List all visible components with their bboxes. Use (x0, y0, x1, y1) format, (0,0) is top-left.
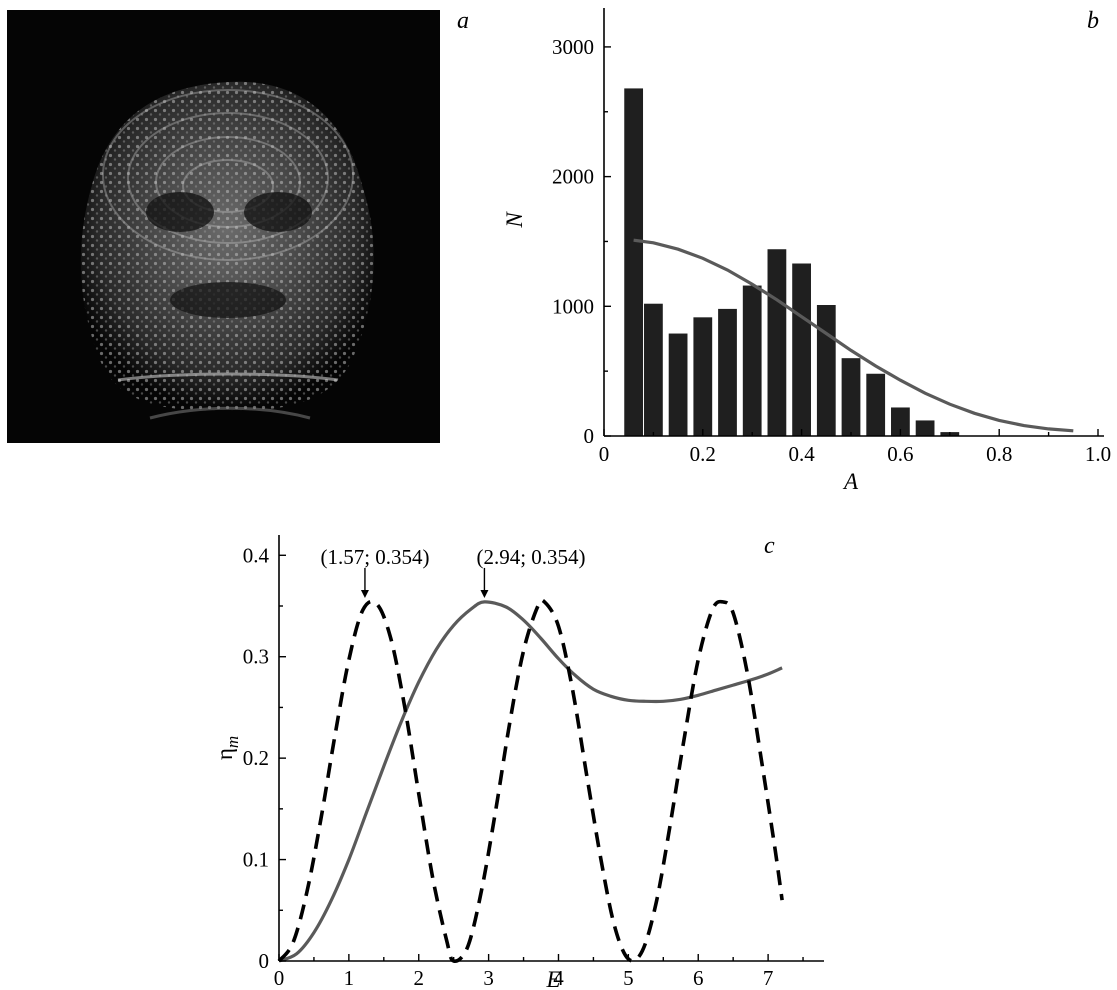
efficiency-y-tick-label: 0 (259, 949, 270, 973)
histogram-bar (866, 373, 886, 436)
peak-arrow-head (360, 589, 369, 598)
efficiency-curve-dashed (277, 598, 784, 963)
panel-c-efficiency-plot: 0 1 2 3 4 5 6 7 0 0.1 0.2 0.3 0.4 (1.57; 0.354) (2.94… (212, 533, 824, 990)
efficiency-curve-solid (278, 600, 783, 963)
panel-letter-c: c (764, 533, 775, 559)
peak-arrow-head (480, 589, 489, 598)
panel-letter-a: a (457, 8, 469, 34)
efficiency-x-tick-label: 4 (553, 966, 564, 990)
efficiency-x-tick-label: 7 (763, 966, 774, 990)
efficiency-y-tick-label: 0.2 (243, 746, 269, 770)
histogram-bar (767, 249, 787, 436)
histogram-y-tick-label: 0 (584, 424, 595, 448)
eta-subscript: m (223, 736, 242, 748)
efficiency-ticks: 0 1 2 3 4 5 6 7 0 0.1 0.2 0.3 0.4 (243, 543, 804, 990)
panel-a: a (7, 8, 469, 443)
histogram-x-tick-label: 0 (599, 442, 610, 466)
efficiency-x-tick-label: 0 (274, 966, 285, 990)
panel-b-histogram: 0 0.2 0.4 0.6 0.8 1.0 0 1000 2000 3000 A N b (502, 8, 1111, 494)
histogram-bar (668, 333, 688, 436)
histogram-bar (915, 420, 935, 436)
efficiency-y-axis-title: ηm (212, 736, 242, 760)
efficiency-x-tick-label: 2 (413, 966, 424, 990)
efficiency-y-tick-label: 0.3 (243, 645, 269, 669)
efficiency-axes (278, 535, 824, 962)
efficiency-y-tick-label: 0.1 (243, 848, 269, 872)
histogram-x-axis-title: A (842, 469, 859, 494)
histogram-bar (693, 317, 713, 436)
head-reconstruction-image (80, 81, 374, 420)
efficiency-x-tick-label: 6 (693, 966, 704, 990)
efficiency-x-axis-title: E (545, 967, 560, 990)
histogram-x-tick-label: 0.2 (690, 442, 716, 466)
histogram-bar (792, 263, 811, 436)
histogram-x-tick-label: 0.8 (986, 442, 1012, 466)
histogram-x-tick-label: 0.4 (788, 442, 815, 466)
histogram-y-tick-label: 2000 (552, 165, 594, 189)
eta-symbol: η (212, 748, 237, 760)
peak-annotation-label: (1.57; 0.354) (320, 545, 429, 569)
histogram-bar (742, 285, 762, 436)
histogram-bar (624, 88, 644, 437)
efficiency-peak-annotations: (1.57; 0.354) (2.94; 0.354) (320, 545, 586, 598)
histogram-y-axis-title: N (502, 211, 527, 229)
histogram-bar (644, 303, 663, 436)
efficiency-x-tick-label: 5 (623, 966, 634, 990)
histogram-y-tick-label: 3000 (552, 35, 594, 59)
histogram-ticks: 0 0.2 0.4 0.6 0.8 1.0 0 1000 2000 3000 (552, 35, 1111, 466)
histogram-x-tick-label: 1.0 (1085, 442, 1111, 466)
histogram-x-tick-label: 0.6 (887, 442, 913, 466)
efficiency-y-tick-label: 0.4 (243, 543, 270, 567)
histogram-fit-curve (633, 238, 1074, 433)
efficiency-x-tick-label: 3 (483, 966, 494, 990)
peak-annotation-label: (2.94; 0.354) (476, 545, 585, 569)
histogram-bar (891, 407, 910, 436)
panel-letter-b: b (1087, 8, 1099, 34)
histogram-axes (603, 8, 1104, 437)
histogram-bar (841, 358, 861, 436)
histogram-y-tick-label: 1000 (552, 294, 594, 318)
histogram-bar (718, 308, 737, 436)
histogram-bar (816, 305, 836, 436)
efficiency-x-tick-label: 1 (344, 966, 355, 990)
